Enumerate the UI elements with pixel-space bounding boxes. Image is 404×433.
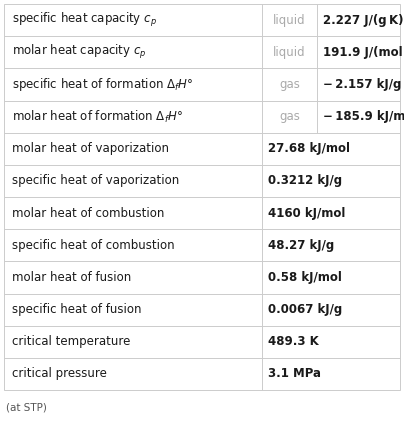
Text: 27.68 kJ/mol: 27.68 kJ/mol [268, 142, 350, 155]
Text: 0.3212 kJ/g: 0.3212 kJ/g [268, 174, 342, 187]
Text: specific heat of combustion: specific heat of combustion [12, 239, 175, 252]
Text: molar heat of combustion: molar heat of combustion [12, 207, 164, 220]
Text: 3.1 MPa: 3.1 MPa [268, 368, 321, 381]
Text: liquid: liquid [273, 13, 306, 26]
Text: − 185.9 kJ/mol: − 185.9 kJ/mol [323, 110, 404, 123]
Text: 0.0067 kJ/g: 0.0067 kJ/g [268, 303, 342, 316]
Text: − 2.157 kJ/g: − 2.157 kJ/g [323, 78, 402, 91]
Text: molar heat of fusion: molar heat of fusion [12, 271, 131, 284]
Text: 48.27 kJ/g: 48.27 kJ/g [268, 239, 334, 252]
Text: liquid: liquid [273, 46, 306, 59]
Text: molar heat of vaporization: molar heat of vaporization [12, 142, 169, 155]
Text: specific heat capacity $c_p$: specific heat capacity $c_p$ [12, 11, 157, 29]
Text: 2.227 J/(g K): 2.227 J/(g K) [323, 13, 404, 26]
Bar [4, 4, 400, 390]
Text: specific heat of vaporization: specific heat of vaporization [12, 174, 179, 187]
Text: 191.9 J/(mol K): 191.9 J/(mol K) [323, 46, 404, 59]
Text: gas: gas [279, 78, 300, 91]
Text: critical pressure: critical pressure [12, 368, 107, 381]
Text: molar heat of formation $\Delta_f H°$: molar heat of formation $\Delta_f H°$ [12, 109, 183, 125]
Text: 0.58 kJ/mol: 0.58 kJ/mol [268, 271, 342, 284]
Text: specific heat of fusion: specific heat of fusion [12, 303, 141, 316]
Text: molar heat capacity $c_p$: molar heat capacity $c_p$ [12, 43, 147, 61]
Text: specific heat of formation $\Delta_f H°$: specific heat of formation $\Delta_f H°$ [12, 76, 194, 93]
Text: critical temperature: critical temperature [12, 335, 130, 348]
Text: (at STP): (at STP) [6, 403, 47, 413]
Text: 489.3 K: 489.3 K [268, 335, 319, 348]
Text: 4160 kJ/mol: 4160 kJ/mol [268, 207, 345, 220]
Text: gas: gas [279, 110, 300, 123]
